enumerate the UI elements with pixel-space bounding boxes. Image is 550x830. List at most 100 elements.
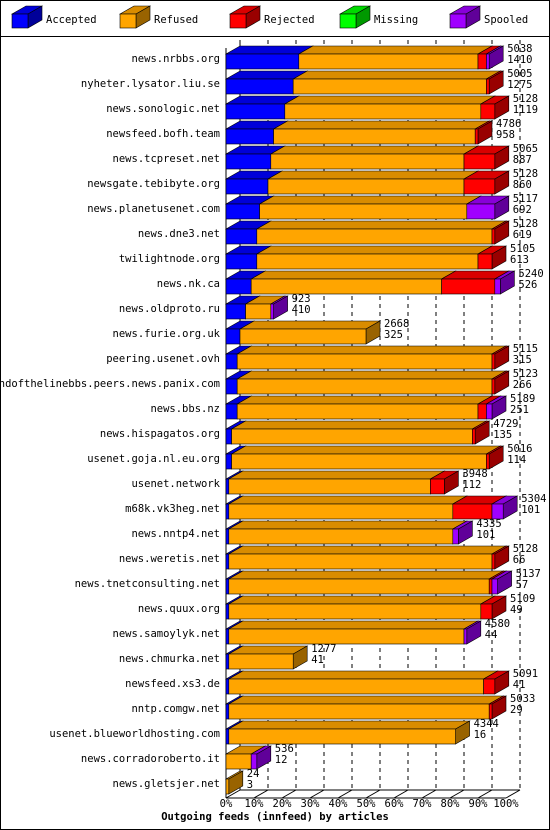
face-front xyxy=(228,603,482,620)
bar-segment xyxy=(236,395,494,420)
face-top xyxy=(269,145,480,155)
face-front xyxy=(225,503,230,520)
category-label: news.samoylyk.net xyxy=(113,628,220,640)
accepted-label: 251 xyxy=(510,404,529,416)
face-front xyxy=(225,378,238,395)
face-front xyxy=(256,253,479,270)
bar-segment xyxy=(482,670,510,695)
category-label: endofthelinebbs.peers.news.panix.com xyxy=(0,378,220,390)
category-label: news.gletsjer.net xyxy=(113,778,220,790)
face-front xyxy=(229,13,247,29)
face-top xyxy=(227,470,446,480)
bar-segment xyxy=(490,545,510,570)
tick-mark xyxy=(337,789,353,799)
x-axis-title: Outgoing feeds (innfeed) by articles xyxy=(161,811,389,823)
accepted-label: 44 xyxy=(485,629,498,641)
bar-segment xyxy=(227,520,468,545)
bar-segment xyxy=(238,320,382,345)
face-front xyxy=(236,403,479,420)
face-front xyxy=(491,578,498,595)
bar-segment xyxy=(474,120,494,145)
accepted-label: 135 xyxy=(493,429,512,441)
face-front xyxy=(225,403,238,420)
bar-segment xyxy=(269,145,480,170)
category-label: news.chmurka.net xyxy=(119,653,220,665)
accepted-label: 16 xyxy=(474,729,487,741)
face-front xyxy=(225,778,230,795)
face-front xyxy=(491,378,496,395)
total-label: 5304 xyxy=(521,493,546,505)
face-front xyxy=(486,53,490,70)
bar-segment xyxy=(227,570,505,595)
bar-segment xyxy=(227,620,480,645)
face-front xyxy=(225,103,286,120)
face-top xyxy=(238,320,382,330)
face-front xyxy=(463,178,496,195)
face-front xyxy=(225,328,241,345)
face-top xyxy=(236,395,494,405)
face-front xyxy=(483,678,496,695)
accepted-label: 619 xyxy=(513,229,532,241)
category-label: peering.usenet.ovh xyxy=(106,353,220,365)
bar-segment xyxy=(230,420,488,445)
category-label: nyheter.lysator.liu.se xyxy=(81,78,220,90)
tick-mark xyxy=(421,789,437,799)
legend-item: Missing xyxy=(338,5,418,29)
face-front xyxy=(236,378,493,395)
bar-segment xyxy=(250,745,272,770)
face-front xyxy=(225,728,230,745)
total-label: 3948 xyxy=(462,468,487,480)
bar-segment xyxy=(236,370,508,395)
accepted-label: 101 xyxy=(476,529,495,541)
category-label: news.dne3.net xyxy=(138,228,220,240)
face-top xyxy=(227,545,508,555)
face-front xyxy=(228,678,484,695)
tick-mark xyxy=(365,789,381,799)
bar-segment xyxy=(266,170,480,195)
category-label: nntp.comgw.net xyxy=(131,703,220,715)
face-top xyxy=(227,595,496,605)
bar-segment xyxy=(485,395,508,420)
accepted-label: 12 xyxy=(275,754,288,766)
x-tick-label: 10% xyxy=(245,798,265,810)
accepted-label: 266 xyxy=(513,379,532,391)
face-front xyxy=(225,153,272,170)
bar-segment xyxy=(462,145,510,170)
bar-segment xyxy=(490,370,510,395)
face-front xyxy=(256,228,493,245)
face-front xyxy=(225,678,230,695)
tick-mark xyxy=(309,789,325,799)
face-front xyxy=(119,13,137,29)
legend-label: Missing xyxy=(374,14,418,26)
total-label: 5128 xyxy=(513,93,538,105)
face-front xyxy=(225,178,269,195)
total-label: 4729 xyxy=(493,418,518,430)
x-tick-label: 90% xyxy=(469,798,489,810)
face-front xyxy=(491,353,496,370)
face-top xyxy=(258,195,482,205)
face-front xyxy=(225,53,300,70)
face-top xyxy=(266,170,480,180)
accepted-label: 112 xyxy=(462,479,481,491)
face-front xyxy=(250,278,442,295)
face-front xyxy=(463,628,468,645)
category-label: news.nntp4.net xyxy=(131,528,220,540)
bar-segment xyxy=(227,645,309,670)
x-tick-label: 20% xyxy=(273,798,293,810)
bar-segment xyxy=(465,195,510,220)
face-front xyxy=(228,728,456,745)
category-label: news.quux.org xyxy=(138,603,220,615)
total-label: 1277 xyxy=(311,643,336,655)
total-label: 5128 xyxy=(513,218,538,230)
face-front xyxy=(228,653,294,670)
face-top xyxy=(230,420,488,430)
tick-mark xyxy=(253,789,269,799)
face-top xyxy=(227,570,505,580)
face-front xyxy=(452,503,493,520)
category-label: newsfeed.xs3.de xyxy=(125,678,220,690)
accepted-label: 692 xyxy=(513,204,532,216)
bar-segment xyxy=(227,495,468,520)
category-label: news.nrbbs.org xyxy=(131,53,220,65)
accepted-label: 887 xyxy=(513,154,532,166)
